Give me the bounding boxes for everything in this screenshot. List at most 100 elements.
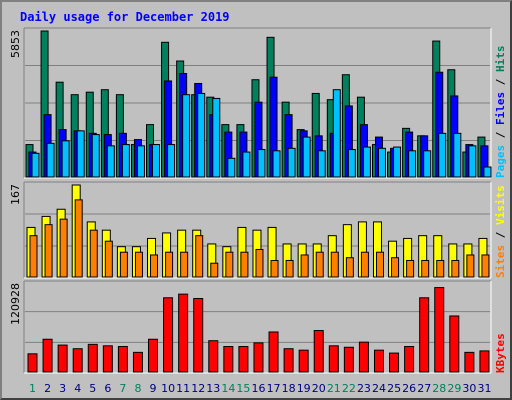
kbytes-bar: [389, 352, 400, 373]
series-label-part: /: [494, 72, 507, 92]
x-tick-label: 12: [191, 382, 205, 395]
kbytes-bar: [27, 353, 38, 373]
kbytes-bar: [223, 346, 234, 373]
kbytes-bar: [283, 348, 294, 373]
sites-bar: [360, 251, 369, 278]
kbytes-bar: [193, 298, 204, 373]
x-tick-label: 6: [104, 382, 111, 395]
sites-bar: [225, 251, 234, 278]
x-tick-label: 21: [327, 382, 341, 395]
sites-bar: [406, 259, 415, 278]
sites-bar: [375, 251, 384, 278]
pages-bar: [332, 89, 341, 178]
x-tick-label: 17: [267, 382, 281, 395]
sites-bar: [300, 254, 309, 278]
series-label-bottom: KBytes: [494, 333, 507, 373]
x-tick-label: 5: [89, 382, 96, 395]
series-label-part: /: [494, 225, 507, 245]
x-tick-label: 18: [282, 382, 296, 395]
sites-bar: [240, 251, 249, 278]
x-tick-label: 16: [252, 382, 266, 395]
x-tick-label: 23: [357, 382, 371, 395]
series-label-part: /: [494, 125, 507, 145]
x-tick-label: 1: [29, 382, 36, 395]
x-tick-label: 9: [150, 382, 157, 395]
series-label-middle: Sites / Visits: [494, 185, 507, 278]
kbytes-bar: [178, 293, 189, 373]
x-tick-label: 31: [477, 382, 491, 395]
x-tick-label: 24: [372, 382, 386, 395]
series-label-part: Visits: [494, 185, 507, 225]
pages-bar: [212, 97, 221, 178]
sites-bar: [285, 259, 294, 278]
sites-bar: [436, 259, 445, 278]
sites-bar: [481, 254, 490, 278]
pages-bar: [61, 140, 70, 178]
x-tick-label: 15: [236, 382, 250, 395]
kbytes-bar: [57, 344, 68, 373]
pages-bar: [468, 145, 477, 178]
kbytes-bar: [268, 331, 279, 373]
sites-bar: [104, 240, 113, 278]
pages-bar: [31, 152, 40, 178]
x-tick-label: 22: [342, 382, 356, 395]
x-tick-label: 30: [462, 382, 476, 395]
pages-bar: [76, 130, 85, 178]
series-label-part: Sites: [494, 245, 507, 278]
pages-bar: [242, 151, 251, 178]
x-tick-label: 4: [74, 382, 81, 395]
pages-bar: [257, 149, 266, 178]
sites-bar: [29, 235, 38, 278]
pages-bar: [106, 145, 115, 178]
sites-bar: [421, 259, 430, 278]
kbytes-bar: [208, 340, 219, 373]
max-value-label-top: 5853: [9, 30, 22, 58]
kbytes-bar: [404, 346, 415, 373]
pages-bar: [423, 150, 432, 178]
sites-bar: [165, 251, 174, 278]
kbytes-bar: [87, 343, 98, 373]
x-tick-label: 3: [59, 382, 66, 395]
pages-bar: [227, 157, 236, 178]
pages-bar: [317, 150, 326, 178]
kbytes-bar: [434, 287, 445, 373]
series-label-part: KBytes: [494, 333, 507, 373]
x-tick-label: 8: [134, 382, 141, 395]
series-label-part: Pages: [494, 145, 507, 178]
kbytes-bar: [464, 351, 475, 373]
x-tick-label: 29: [447, 382, 461, 395]
kbytes-bar: [117, 346, 128, 373]
kbytes-bar: [148, 338, 159, 373]
x-tick-label: 28: [432, 382, 446, 395]
series-label-part: Hits: [494, 46, 507, 73]
pages-bar: [287, 147, 296, 178]
x-tick-label: 10: [161, 382, 175, 395]
pages-bar: [483, 166, 492, 178]
sites-bar: [195, 235, 204, 278]
kbytes-bar: [358, 341, 369, 373]
x-tick-label: 11: [176, 382, 190, 395]
x-tick-label: 26: [402, 382, 416, 395]
sites-bar: [451, 259, 460, 278]
kbytes-bar: [449, 315, 460, 373]
pages-bar: [182, 94, 191, 178]
sites-bar: [134, 251, 143, 278]
kbytes-bar: [479, 350, 490, 373]
kbytes-bar: [163, 297, 174, 373]
kbytes-bar: [419, 297, 430, 373]
pages-bar: [197, 92, 206, 178]
series-label-top: Pages / Files / Hits: [494, 46, 507, 179]
x-tick-label: 27: [417, 382, 431, 395]
chart-title: Daily usage for December 2019: [20, 10, 230, 24]
pages-bar: [362, 146, 371, 178]
sites-bar: [270, 259, 279, 278]
pages-bar: [152, 144, 161, 178]
pages-bar: [377, 147, 386, 178]
sites-bar: [210, 262, 219, 278]
sites-bar: [315, 251, 324, 278]
kbytes-bar: [253, 342, 264, 373]
kbytes-bar: [373, 349, 384, 373]
sites-bar: [345, 257, 354, 278]
x-tick-label: 20: [312, 382, 326, 395]
